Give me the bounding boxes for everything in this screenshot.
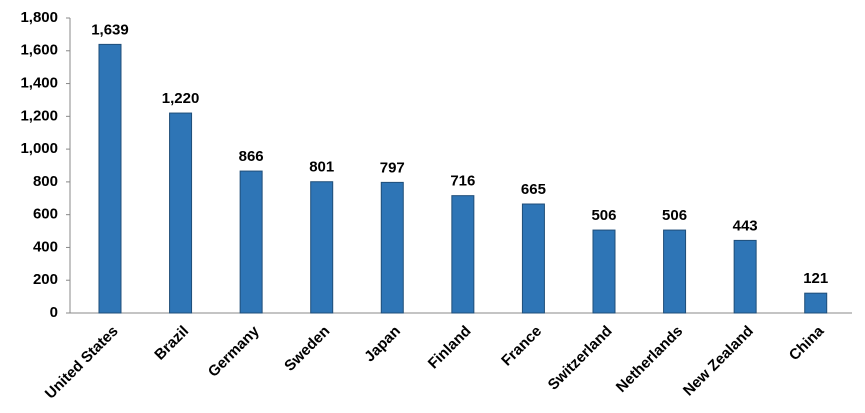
- data-label: 665: [521, 181, 546, 198]
- bar: [98, 43, 122, 314]
- x-tick-label: Germany: [205, 322, 263, 380]
- y-tick-label: 1,400: [20, 75, 58, 92]
- data-label: 121: [803, 270, 828, 287]
- data-label: 506: [662, 207, 687, 224]
- y-tick-label: 800: [33, 173, 58, 190]
- bar: [804, 292, 828, 314]
- data-label: 797: [380, 159, 405, 176]
- bar: [239, 170, 263, 314]
- bar: [733, 239, 757, 314]
- bar: [592, 229, 616, 314]
- x-tick-label: France: [498, 323, 545, 370]
- y-tick-label: 0: [50, 304, 58, 321]
- bar: [521, 203, 545, 314]
- x-tick-label: Japan: [361, 323, 404, 366]
- x-tick-label: New Zealand: [680, 323, 757, 400]
- x-tick-label: China: [786, 322, 828, 364]
- data-label: 1,220: [162, 90, 200, 107]
- bar: [169, 112, 193, 314]
- y-tick-label: 1,200: [20, 107, 58, 124]
- bar: [380, 181, 404, 314]
- data-label: 506: [591, 207, 616, 224]
- y-tick-label: 1,600: [20, 42, 58, 59]
- bar: [663, 229, 687, 314]
- y-tick-label: 1,000: [20, 140, 58, 157]
- y-tick-label: 600: [33, 206, 58, 223]
- data-label: 443: [733, 217, 758, 234]
- data-label: 801: [309, 159, 334, 176]
- data-label: 866: [239, 148, 264, 165]
- x-tick-label: United States: [42, 323, 122, 403]
- x-tick-label: Finland: [425, 323, 475, 373]
- y-tick-label: 1,800: [20, 9, 58, 26]
- data-label: 1,639: [91, 21, 129, 38]
- y-tick-label: 400: [33, 238, 58, 255]
- y-tick-label: 200: [33, 271, 58, 288]
- data-label: 716: [450, 173, 475, 190]
- x-tick-label: Switzerland: [545, 323, 616, 394]
- x-tick-label: Brazil: [151, 323, 192, 364]
- x-tick-label: Netherlands: [613, 323, 686, 396]
- x-tick-label: Sweden: [281, 323, 333, 375]
- bar: [451, 195, 475, 314]
- bar: [310, 181, 334, 314]
